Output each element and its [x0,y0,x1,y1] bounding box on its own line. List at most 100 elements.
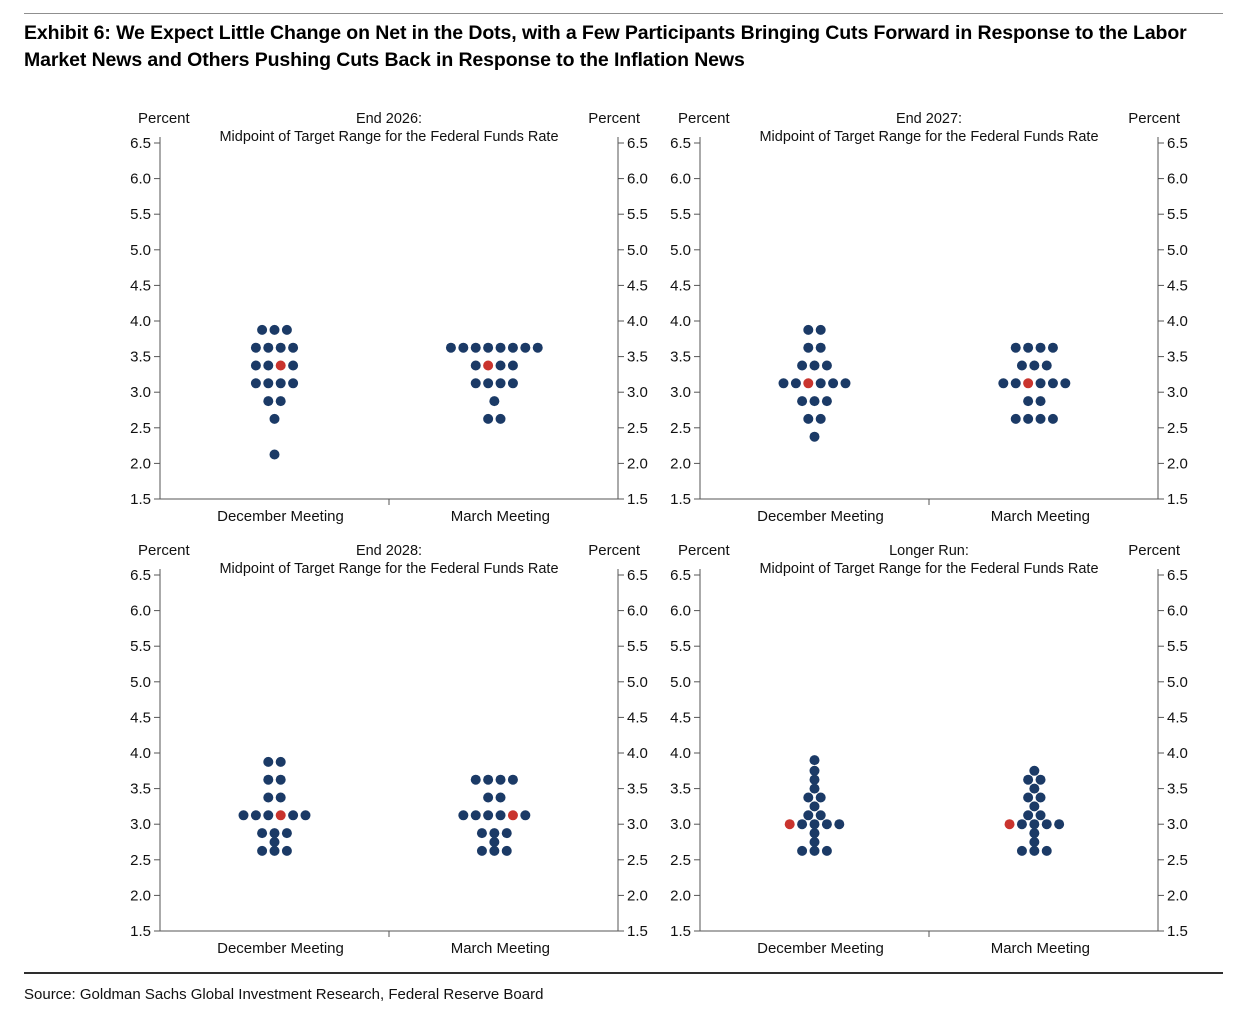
y-tick-label-right: 5.0 [1167,242,1188,259]
dot [281,845,292,856]
panel-title-line2: Midpoint of Target Range for the Federal… [219,129,558,145]
y-tick-label-left: 5.5 [670,206,691,223]
dot [803,342,814,353]
y-axis-unit-right: Percent [1128,542,1181,559]
panel-title-line2: Midpoint of Target Range for the Federal… [759,129,1098,145]
y-tick-label-right: 4.5 [627,277,648,294]
y-tick-label-right: 4.0 [627,313,648,330]
y-tick-label-left: 3.0 [130,816,151,833]
dot [1029,828,1040,839]
dot [445,342,456,353]
y-tick-label-left: 4.5 [130,709,151,726]
y-tick-label-right: 5.5 [1167,206,1188,223]
y-tick-label-left: 4.0 [130,313,151,330]
y-tick-label-left: 4.0 [670,313,691,330]
y-tick-label-right: 2.0 [627,455,648,472]
dot [797,396,808,407]
dot-plot-chart: Percent Percent End 2028: Midpoint of Targe… [130,542,648,957]
category-label: March Meeting [451,508,550,525]
median-dot [275,360,286,371]
dot [275,756,286,767]
median-dot [483,360,494,371]
dot [1023,792,1034,803]
y-tick-label-left: 3.5 [670,349,691,366]
dot [998,378,1009,389]
category-label: March Meeting [451,940,550,957]
dot [489,845,500,856]
dot [263,378,274,389]
dot [809,755,820,766]
dot [281,828,292,839]
dot [263,810,274,821]
y-axis-unit-left: Percent [138,542,191,559]
dot [1035,413,1046,424]
panel-title-line1: End 2028: [356,543,422,559]
y-tick-label-right: 1.5 [627,491,648,508]
y-tick-label-right: 6.0 [1167,171,1188,188]
dot [275,378,286,389]
y-tick-label-left: 6.0 [670,171,691,188]
dot [501,845,512,856]
y-tick-label-right: 2.0 [627,887,648,904]
dot [1029,783,1040,794]
dot [840,378,851,389]
dot [1041,845,1052,856]
dot [507,774,518,785]
y-tick-label-left: 2.5 [670,852,691,869]
dot [250,378,261,389]
dot [263,396,274,407]
y-tick-label-left: 3.5 [130,349,151,366]
dot [1023,413,1034,424]
dot [483,378,494,389]
y-tick-label-right: 2.5 [1167,852,1188,869]
y-tick-label-right: 5.5 [1167,638,1188,655]
dot [1029,801,1040,812]
y-axis-unit-left: Percent [678,110,731,127]
dot [458,342,469,353]
dot-plot-panel-end-2028: Percent Percent End 2028: Midpoint of Targe… [122,541,662,973]
dot [803,413,814,424]
dot [815,792,826,803]
y-tick-label-right: 1.5 [1167,491,1188,508]
dot [1010,342,1021,353]
dot [815,324,826,335]
dot [1029,360,1040,371]
dot [828,378,839,389]
dot [269,324,280,335]
dot [1035,342,1046,353]
y-tick-label-left: 3.5 [130,781,151,798]
dot [263,756,274,767]
y-tick-label-left: 3.0 [670,816,691,833]
dot [288,360,299,371]
dot [238,810,249,821]
dot [1016,845,1027,856]
dot [520,342,531,353]
median-dot [1004,819,1015,830]
y-tick-label-left: 4.5 [670,709,691,726]
dot [501,828,512,839]
panel-title-line1: End 2027: [896,111,962,127]
dot [809,837,820,847]
dot [495,360,506,371]
y-tick-label-right: 4.5 [1167,277,1188,294]
y-tick-label-right: 6.5 [627,567,648,584]
dot [269,828,280,839]
dot [288,342,299,353]
y-tick-label-right: 5.0 [627,242,648,259]
dot [532,342,543,353]
panel-title-line2: Midpoint of Target Range for the Federal… [759,561,1098,577]
y-tick-label-left: 2.5 [130,852,151,869]
bottom-divider [24,972,1223,974]
y-tick-label-right: 4.0 [1167,745,1188,762]
dot [809,360,820,371]
dot [809,828,820,839]
top-divider [24,13,1223,14]
y-tick-label-right: 6.0 [627,603,648,620]
dot [263,792,274,803]
y-axis-unit-left: Percent [678,542,731,559]
dot [520,810,531,821]
y-tick-label-right: 3.0 [1167,816,1188,833]
dot [821,845,832,856]
dot [809,819,820,830]
